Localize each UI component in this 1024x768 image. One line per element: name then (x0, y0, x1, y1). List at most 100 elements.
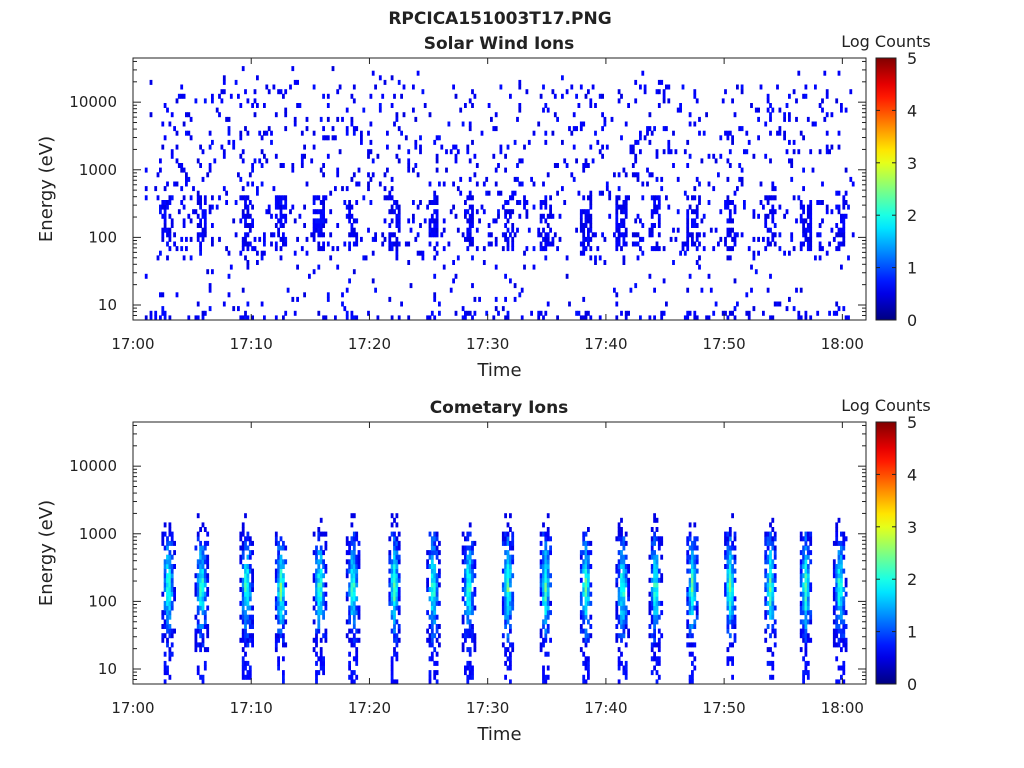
heat-cell (691, 232, 694, 238)
heat-cell (691, 679, 694, 685)
heat-cell (657, 600, 661, 606)
heat-cell (433, 296, 437, 302)
heat-cell (270, 232, 273, 238)
heat-cell (163, 103, 167, 108)
heat-cell (615, 204, 619, 210)
heat-cell (842, 531, 846, 537)
heat-cell (426, 628, 429, 634)
heat-cell (587, 674, 590, 680)
heat-cell (840, 600, 843, 606)
heat-cell (357, 628, 361, 634)
heat-cell (509, 679, 512, 685)
heat-cell (388, 232, 392, 238)
heat-cell (691, 670, 694, 676)
heat-cell (317, 670, 321, 676)
heat-cell (624, 315, 628, 321)
heat-cell (849, 89, 853, 95)
heat-cell (390, 577, 394, 583)
heat-cell (650, 227, 654, 233)
heat-cell (705, 315, 708, 321)
heat-cell (433, 610, 437, 616)
heat-cell (461, 647, 465, 653)
heat-cell (248, 568, 252, 574)
heat-cell (724, 236, 727, 242)
heat-cell (799, 130, 803, 136)
heat-cell (622, 633, 626, 639)
heat-cell (506, 246, 510, 252)
heat-cell (345, 107, 349, 113)
heat-cell (166, 610, 169, 616)
heat-cell (201, 568, 205, 574)
heat-cell (260, 135, 264, 141)
heat-cell (199, 605, 202, 611)
heat-cell (655, 176, 659, 182)
heat-cell (544, 587, 548, 592)
heat-cell (388, 209, 392, 215)
heat-cell (686, 195, 690, 201)
heat-cell (624, 195, 628, 201)
heat-cell (466, 600, 470, 606)
heat-cell (168, 121, 172, 127)
heat-cell (778, 232, 782, 238)
heat-cell (693, 315, 697, 321)
heat-cell (329, 209, 333, 215)
heat-cell (168, 582, 172, 588)
heat-cell (211, 269, 214, 275)
y-axis-label: Energy (eV) (36, 500, 57, 606)
heat-cell (733, 568, 737, 574)
heat-cell (738, 176, 742, 182)
heat-cell (168, 651, 172, 657)
heat-cell (504, 223, 507, 228)
heat-cell (352, 554, 356, 560)
heat-cell (352, 596, 356, 602)
heat-cell (430, 619, 434, 625)
heat-cell (203, 540, 207, 546)
heat-cell (435, 637, 439, 643)
heat-cell (506, 637, 510, 643)
heat-cell (587, 656, 590, 662)
heat-cell (161, 200, 165, 205)
heat-cell (350, 605, 354, 611)
heat-cell (544, 564, 548, 569)
heat-cell (251, 577, 254, 583)
heat-cell (199, 218, 202, 224)
heat-cell (731, 610, 734, 616)
heat-cell (721, 98, 725, 104)
heat-cell (809, 637, 813, 643)
heat-cell (802, 637, 805, 643)
heat-cell (802, 232, 805, 238)
heat-cell (650, 213, 654, 219)
heat-cell (790, 158, 794, 164)
heat-cell (315, 227, 318, 233)
heat-cell (182, 93, 186, 99)
heat-cell (835, 98, 839, 104)
heat-cell (383, 236, 387, 242)
heat-cell (844, 637, 848, 643)
heat-cell (653, 554, 656, 560)
heat-cell (504, 674, 507, 680)
heat-cell (227, 250, 231, 256)
heat-cell (357, 181, 361, 187)
heat-cell (802, 209, 805, 215)
heat-cell (773, 186, 777, 192)
heat-cell (804, 536, 808, 542)
heat-cell (435, 536, 439, 542)
heat-cell (435, 660, 439, 666)
heat-cell (620, 600, 623, 606)
heat-cell (806, 582, 810, 588)
heat-cell (251, 605, 254, 611)
heat-cell (286, 287, 290, 293)
heat-cell (608, 190, 612, 196)
heat-cell (653, 126, 656, 132)
heat-cell (724, 540, 727, 546)
heat-cell (799, 573, 803, 579)
heat-cell (277, 582, 280, 588)
heat-cell (352, 582, 356, 588)
heat-cell (542, 642, 545, 648)
heat-cell (487, 223, 491, 228)
heat-cell (248, 554, 252, 560)
heat-cell (582, 660, 586, 666)
heat-cell (523, 195, 526, 201)
heat-cell (438, 642, 441, 648)
heat-cell (506, 522, 510, 528)
